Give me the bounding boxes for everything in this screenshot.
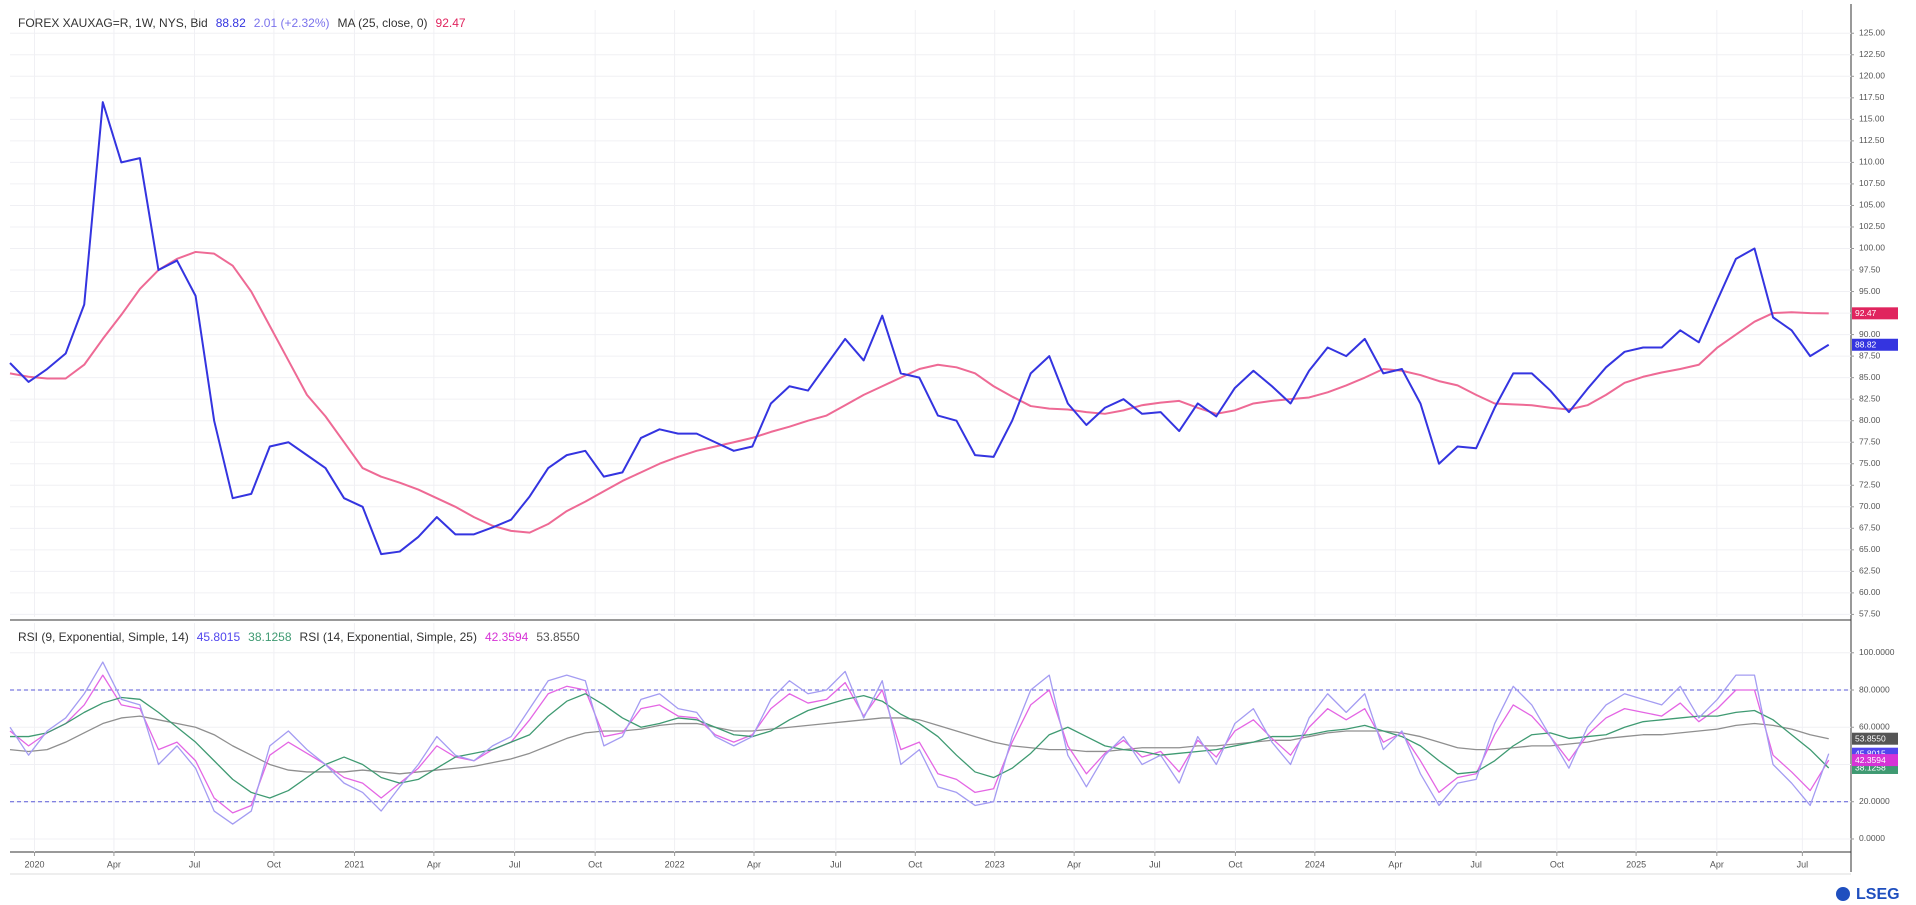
last-value-badge: 88.82 (1852, 338, 1898, 351)
y-tick-label: 75.00 (1859, 458, 1881, 468)
legend-name: RSI (9, Exponential, Simple, 14) (18, 630, 189, 644)
x-tick-label: Jul (830, 859, 842, 869)
x-tick-label: Jul (1149, 859, 1161, 869)
y-tick-label: 95.00 (1859, 286, 1881, 296)
y-tick-label: 20.0000 (1859, 796, 1890, 806)
y-tick-label: 82.50 (1859, 393, 1881, 403)
x-tick-label: Apr (107, 859, 121, 869)
x-tick-label: Jul (1470, 859, 1482, 869)
y-tick-label: 102.50 (1859, 221, 1885, 231)
badge-label: 92.47 (1855, 308, 1877, 318)
y-tick-label: 57.50 (1859, 609, 1881, 619)
x-tick-label: Oct (908, 859, 923, 869)
y-tick-label: 85.00 (1859, 372, 1881, 382)
x-tick-label: Jul (189, 859, 201, 869)
y-tick-label: 87.50 (1859, 350, 1881, 360)
legend-value: 38.1258 (248, 630, 292, 644)
x-tick-label: Apr (1388, 859, 1402, 869)
series-line (9, 715, 1829, 775)
badge-box (1852, 754, 1898, 767)
y-tick-label: 112.50 (1859, 135, 1885, 145)
badge-label: 38.1258 (1855, 763, 1886, 773)
logo: LSEG (1836, 886, 1900, 903)
x-tick-label: 2023 (985, 859, 1005, 869)
x-tick-label: 2020 (24, 859, 44, 869)
y-tick-label: 77.50 (1859, 436, 1881, 446)
x-tick-label: 2024 (1305, 859, 1325, 869)
y-tick-label: 60.0000 (1859, 722, 1890, 732)
y-tick-label: 0.0000 (1859, 833, 1885, 843)
y-tick-label: 100.0000 (1859, 647, 1895, 657)
y-tick-label: 80.00 (1859, 415, 1881, 425)
badge-label: 42.3594 (1855, 755, 1886, 765)
y-tick-label: 107.50 (1859, 178, 1885, 188)
y-tick-label: 110.00 (1859, 157, 1885, 167)
y-tick-label: 125.00 (1859, 27, 1885, 37)
legend-name: RSI (14, Exponential, Simple, 25) (299, 630, 477, 644)
x-tick-label: 2025 (1626, 859, 1646, 869)
logo-mark (1836, 887, 1850, 901)
series-line (10, 693, 1830, 799)
legend-name: MA (25, close, 0) (337, 16, 428, 30)
y-tick-label: 100.00 (1859, 243, 1885, 253)
legend-value: 53.8550 (536, 630, 580, 644)
series-line (9, 661, 1830, 825)
logo-text: LSEG (1856, 886, 1900, 903)
legend-value: 92.47 (435, 16, 466, 30)
y-tick-label: 122.50 (1859, 49, 1885, 59)
y-tick-label: 115.00 (1859, 114, 1885, 124)
last-value-badge: 92.47 (1852, 307, 1898, 320)
badge-box (1852, 732, 1898, 745)
x-tick-label: Apr (1067, 859, 1081, 869)
last-value-badge: 42.3594 (1852, 754, 1898, 767)
series-line (9, 101, 1830, 556)
legend-value: 88.82 (215, 16, 246, 30)
x-tick-label: Oct (1228, 859, 1243, 869)
badge-box (1852, 338, 1898, 351)
y-tick-label: 70.00 (1859, 501, 1881, 511)
x-tick-label: Oct (267, 859, 282, 869)
x-tick-label: Oct (588, 859, 603, 869)
y-tick-label: 105.00 (1859, 200, 1885, 210)
badge-label: 88.82 (1855, 340, 1877, 350)
x-tick-label: 2022 (665, 859, 685, 869)
x-tick-label: Jul (1797, 859, 1809, 869)
legend-change: 2.01 (+2.32%) (253, 16, 330, 30)
x-tick-label: Oct (1550, 859, 1565, 869)
y-tick-label: 60.00 (1859, 587, 1881, 597)
y-tick-label: 80.0000 (1859, 684, 1890, 694)
y-tick-label: 72.50 (1859, 480, 1881, 490)
x-tick-label: Apr (1710, 859, 1724, 869)
y-tick-label: 65.00 (1859, 544, 1881, 554)
y-tick-label: 67.50 (1859, 523, 1881, 533)
x-tick-label: Apr (427, 859, 441, 869)
badge-label: 45.8015 (1855, 748, 1886, 758)
series-line (9, 674, 1830, 814)
series-line (9, 250, 1829, 534)
y-tick-label: 62.50 (1859, 566, 1881, 576)
x-tick-label: 2021 (344, 859, 364, 869)
x-tick-label: Apr (747, 859, 761, 869)
y-tick-label: 117.50 (1859, 92, 1885, 102)
rsi-legend: RSI (9, Exponential, Simple, 14) 45.8015 3… (18, 630, 588, 644)
x-tick-label: Jul (509, 859, 521, 869)
y-tick-label: 120.00 (1859, 71, 1885, 81)
legend-value: 42.3594 (484, 630, 529, 644)
y-tick-label: 90.00 (1859, 329, 1881, 339)
last-value-badge: 53.8550 (1852, 732, 1898, 745)
badge-box (1852, 307, 1898, 320)
badge-label: 53.8550 (1855, 733, 1886, 743)
legend-value: 45.8015 (196, 630, 241, 644)
y-tick-label: 97.50 (1859, 264, 1881, 274)
price-legend: FOREX XAUXAG=R, 1W, NYS, Bid 88.82 2.01 (+… (18, 16, 474, 30)
legend-name: FOREX XAUXAG=R, 1W, NYS, Bid (18, 16, 208, 30)
